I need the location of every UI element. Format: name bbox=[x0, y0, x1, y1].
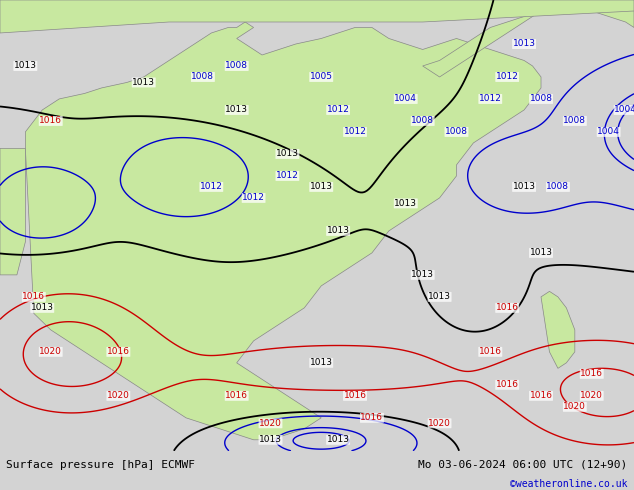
Text: 1016: 1016 bbox=[344, 392, 366, 400]
Polygon shape bbox=[423, 0, 634, 77]
Text: 1016: 1016 bbox=[225, 392, 248, 400]
Text: 1008: 1008 bbox=[225, 61, 248, 71]
Polygon shape bbox=[25, 22, 541, 440]
Text: 1016: 1016 bbox=[479, 347, 501, 356]
Text: 1012: 1012 bbox=[344, 127, 366, 136]
Text: 1013: 1013 bbox=[133, 78, 155, 87]
Text: 1016: 1016 bbox=[496, 380, 519, 390]
Polygon shape bbox=[541, 292, 575, 368]
Text: 1020: 1020 bbox=[39, 347, 62, 356]
Text: 1020: 1020 bbox=[107, 392, 130, 400]
Polygon shape bbox=[0, 148, 25, 275]
Text: 1012: 1012 bbox=[496, 73, 519, 81]
Text: 1004: 1004 bbox=[394, 95, 417, 103]
Text: 1016: 1016 bbox=[496, 303, 519, 312]
Text: 1016: 1016 bbox=[39, 117, 62, 125]
Text: 1008: 1008 bbox=[191, 73, 214, 81]
Polygon shape bbox=[0, 0, 634, 33]
Text: Surface pressure [hPa] ECMWF: Surface pressure [hPa] ECMWF bbox=[6, 460, 195, 469]
Text: 1008: 1008 bbox=[411, 117, 434, 125]
Text: 1004: 1004 bbox=[614, 105, 634, 115]
Text: 1005: 1005 bbox=[310, 73, 333, 81]
Text: 1013: 1013 bbox=[310, 182, 333, 192]
Text: 1013: 1013 bbox=[14, 61, 37, 71]
Text: 1016: 1016 bbox=[361, 413, 384, 422]
Text: 1020: 1020 bbox=[259, 419, 282, 428]
Text: 1008: 1008 bbox=[445, 127, 468, 136]
Text: 1013: 1013 bbox=[529, 248, 552, 257]
Text: 1008: 1008 bbox=[547, 182, 569, 192]
Text: 1013: 1013 bbox=[225, 105, 248, 115]
Text: 1012: 1012 bbox=[276, 172, 299, 180]
Text: 1012: 1012 bbox=[479, 95, 501, 103]
Text: 1004: 1004 bbox=[597, 127, 620, 136]
Text: 1012: 1012 bbox=[327, 105, 349, 115]
Text: 1016: 1016 bbox=[580, 369, 603, 378]
Text: 1013: 1013 bbox=[259, 435, 282, 444]
Text: 1016: 1016 bbox=[22, 293, 45, 301]
Text: 1020: 1020 bbox=[428, 419, 451, 428]
Text: 1013: 1013 bbox=[327, 435, 349, 444]
Text: 1012: 1012 bbox=[200, 182, 223, 192]
Text: 1020: 1020 bbox=[564, 402, 586, 411]
Text: 1013: 1013 bbox=[513, 40, 536, 49]
Text: ©weatheronline.co.uk: ©weatheronline.co.uk bbox=[510, 479, 628, 489]
Text: Mo 03-06-2024 06:00 UTC (12+90): Mo 03-06-2024 06:00 UTC (12+90) bbox=[418, 460, 628, 469]
Text: 1008: 1008 bbox=[564, 117, 586, 125]
Text: 1013: 1013 bbox=[31, 303, 54, 312]
Text: 1013: 1013 bbox=[428, 293, 451, 301]
Text: 1012: 1012 bbox=[242, 194, 265, 202]
Text: 1016: 1016 bbox=[107, 347, 130, 356]
Text: 1016: 1016 bbox=[529, 392, 552, 400]
Text: 1008: 1008 bbox=[529, 95, 552, 103]
Text: 1020: 1020 bbox=[580, 392, 603, 400]
Text: 1013: 1013 bbox=[394, 199, 417, 208]
Text: 1013: 1013 bbox=[411, 270, 434, 279]
Text: 1013: 1013 bbox=[310, 358, 333, 368]
Text: 1013: 1013 bbox=[513, 182, 536, 192]
Text: 1013: 1013 bbox=[276, 149, 299, 158]
Text: 1013: 1013 bbox=[327, 226, 349, 235]
